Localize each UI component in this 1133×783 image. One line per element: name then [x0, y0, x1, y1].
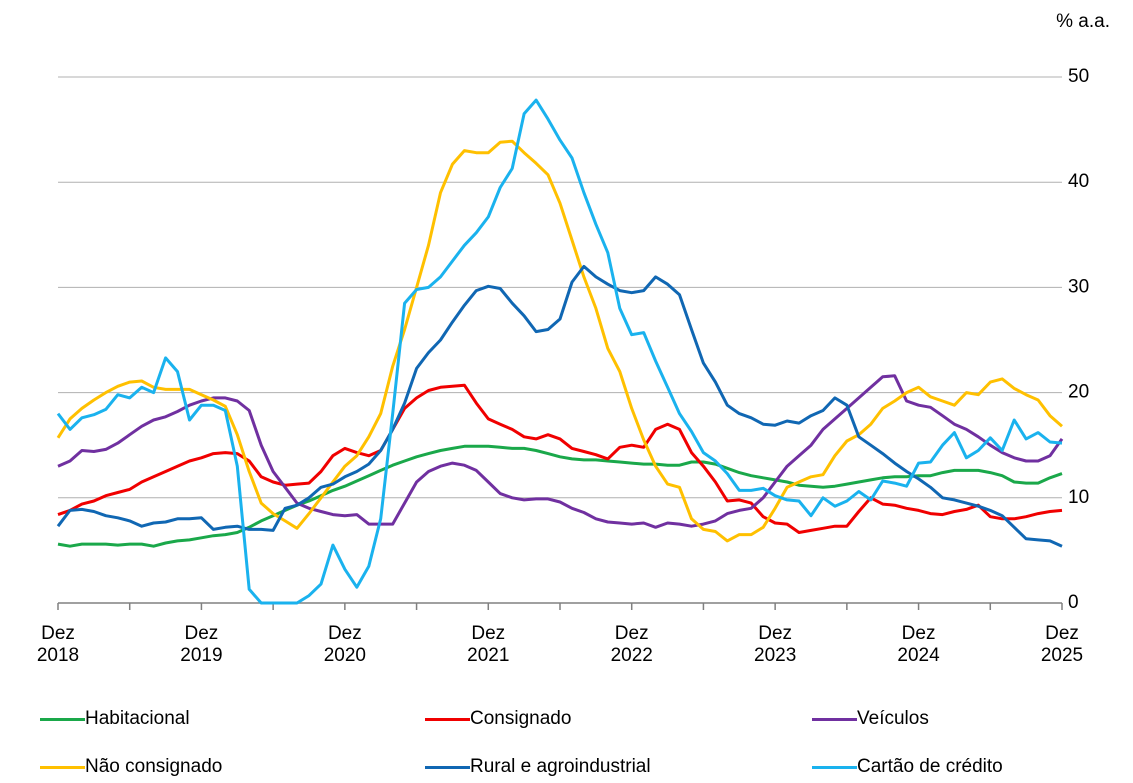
- legend-item: Cartão de crédito: [812, 756, 1003, 778]
- series-line: [56, 264, 1063, 548]
- legend-label: Não consignado: [85, 756, 223, 777]
- x-tick-label: Dez 2019: [180, 623, 223, 666]
- y-axis-label: % a.a.: [1056, 11, 1110, 32]
- legend-item: Habitacional: [40, 708, 190, 730]
- series-line: [56, 139, 1063, 543]
- x-tick-label: Dez 2023: [754, 623, 797, 666]
- legend-swatch: [40, 765, 85, 769]
- legend-item: Veículos: [812, 708, 929, 730]
- series-line: [57, 374, 1064, 529]
- legend-item: Rural e agroindustrial: [425, 756, 651, 778]
- legend-swatch: [425, 717, 470, 721]
- legend-item: Consignado: [425, 708, 571, 730]
- x-tick-label: Dez 2020: [323, 623, 366, 666]
- legend-label: Consignado: [470, 708, 572, 729]
- x-tick-label: Dez 2021: [467, 623, 510, 666]
- y-tick-label: 0: [1068, 592, 1079, 613]
- legend-label: Habitacional: [85, 708, 190, 729]
- series-line: [57, 444, 1063, 548]
- legend-swatch: [812, 765, 857, 769]
- series-line: [57, 383, 1063, 534]
- legend-swatch: [425, 765, 470, 769]
- legend-item: Não consignado: [40, 756, 222, 778]
- y-tick-label: 40: [1068, 171, 1089, 192]
- x-tick-label: Dez 2024: [897, 623, 940, 666]
- x-tick-label: Dez 2025: [1040, 623, 1084, 666]
- legend-label: Cartão de crédito: [857, 756, 1003, 777]
- y-tick-label: 20: [1068, 382, 1089, 403]
- y-tick-label: 50: [1068, 66, 1089, 87]
- series-line: [56, 98, 1063, 605]
- legend-swatch: [40, 717, 85, 721]
- legend-label: Veículos: [857, 708, 929, 729]
- legend-swatch: [812, 717, 857, 721]
- x-tick-label: Dez 2022: [610, 623, 653, 666]
- legend-label: Rural e agroindustrial: [470, 756, 651, 777]
- y-tick-label: 30: [1068, 276, 1089, 297]
- y-tick-label: 10: [1068, 487, 1089, 508]
- x-tick-label: Dez 2018: [36, 623, 80, 666]
